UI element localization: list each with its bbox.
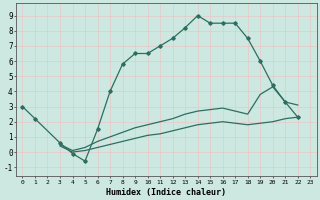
X-axis label: Humidex (Indice chaleur): Humidex (Indice chaleur) — [106, 188, 226, 197]
